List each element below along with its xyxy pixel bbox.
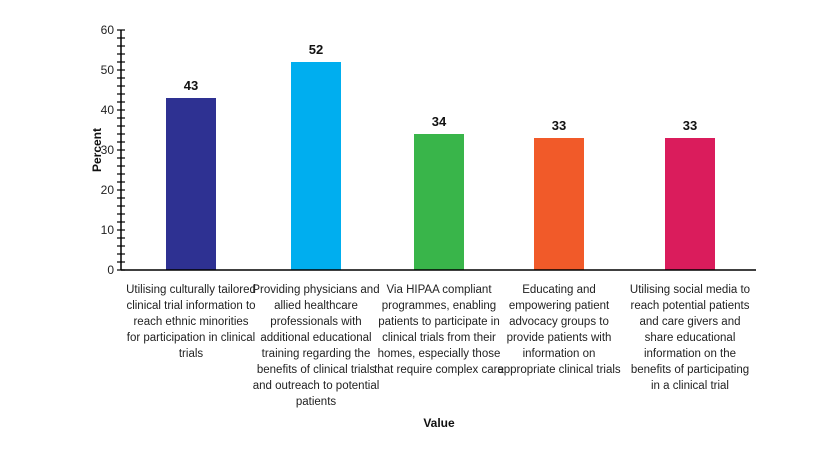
y-tick-label: 60 (101, 23, 115, 37)
bar (414, 134, 464, 270)
bars (166, 62, 715, 270)
x-tick-label: Utilising culturally tailored clinical t… (126, 284, 256, 360)
data-label: 34 (432, 114, 447, 129)
data-labels: 43 52 34 33 33 (184, 42, 697, 133)
data-label: 33 (552, 118, 566, 133)
y-tick-label: 50 (101, 63, 115, 77)
y-axis: 0 10 20 30 40 50 60 (101, 23, 125, 277)
data-label: 52 (309, 42, 323, 57)
y-tick-label: 20 (101, 183, 115, 197)
y-tick-label: 30 (101, 143, 115, 157)
x-tick-label: Via HIPAA compliant programmes, enabling… (374, 284, 504, 376)
y-tick-label: 40 (101, 103, 115, 117)
data-label: 43 (184, 78, 198, 93)
bar (166, 98, 216, 270)
x-tick-label: Utilising social media to reach potentia… (629, 284, 751, 392)
bar (291, 62, 341, 270)
data-label: 33 (683, 118, 697, 133)
y-tick-label: 0 (107, 263, 114, 277)
x-tick-label: Providing physicians and allied healthca… (252, 284, 380, 408)
x-tick-label: Educating and empowering patient advocac… (497, 284, 621, 376)
bar (534, 138, 584, 270)
x-axis-title: Value (423, 416, 455, 430)
y-tick-label: 10 (101, 223, 115, 237)
y-axis-title: Percent (90, 128, 104, 172)
bar (665, 138, 715, 270)
